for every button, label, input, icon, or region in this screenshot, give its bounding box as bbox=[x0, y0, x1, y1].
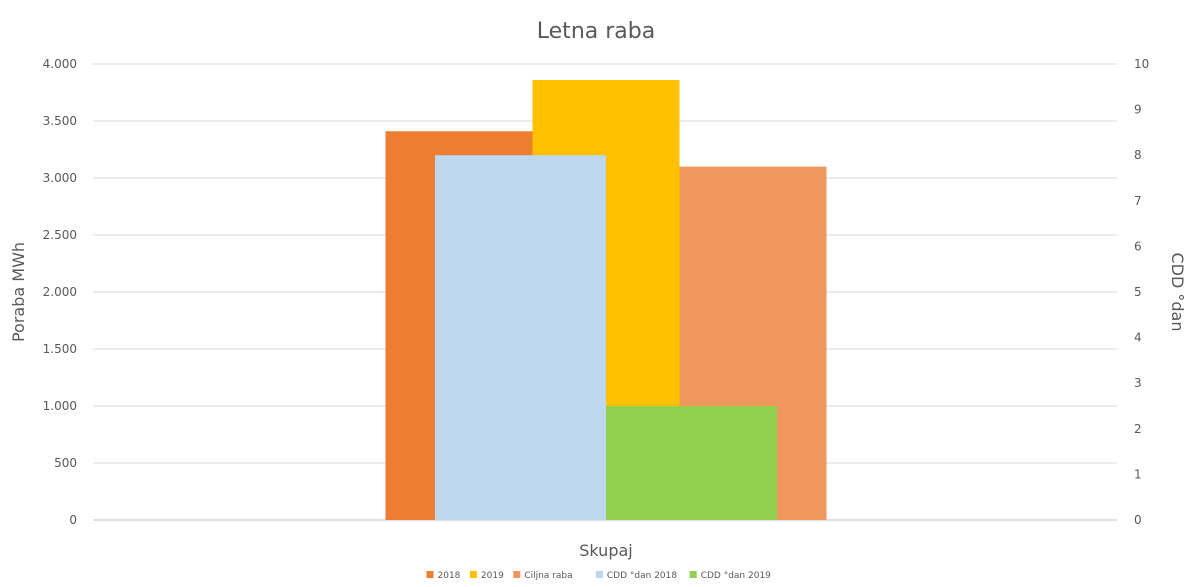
y2-axis-ticks: 0 1 2 3 4 5 6 7 8 9 10 bbox=[1134, 57, 1149, 527]
y-tick-label: 3.000 bbox=[43, 171, 77, 185]
y-tick-label: 500 bbox=[54, 456, 77, 470]
legend-label: 2018 bbox=[438, 571, 461, 581]
y2-tick-label: 10 bbox=[1134, 57, 1149, 71]
y2-tick-label: 6 bbox=[1134, 239, 1142, 253]
y2-tick-label: 8 bbox=[1134, 148, 1142, 162]
y2-tick-label: 3 bbox=[1134, 376, 1142, 390]
y2-tick-label: 0 bbox=[1134, 513, 1142, 527]
legend-label: CDD °dan 2019 bbox=[701, 571, 771, 581]
y-tick-label: 4.000 bbox=[43, 57, 77, 71]
y-axis-ticks: 0 500 1.000 1.500 2.000 2.500 3.000 3.500 4.000 bbox=[43, 57, 77, 527]
y2-tick-label: 7 bbox=[1134, 194, 1142, 208]
legend: 2018 2019 Ciljna raba CDD °dan 2018 CDD °dan… bbox=[426, 571, 771, 581]
y2-tick-label: 5 bbox=[1134, 285, 1142, 299]
bar-cdd-°dan-2019 bbox=[606, 406, 777, 520]
y2-axis-title: CDD °dan bbox=[1168, 253, 1184, 332]
legend-label: 2019 bbox=[481, 571, 504, 581]
legend-swatch bbox=[426, 571, 434, 578]
y2-tick-label: 9 bbox=[1134, 103, 1142, 117]
legend-swatch bbox=[513, 571, 521, 578]
legend-swatch bbox=[595, 571, 603, 578]
legend-label: Ciljna raba bbox=[524, 571, 572, 581]
legend-swatch bbox=[689, 571, 697, 578]
y-tick-label: 2.000 bbox=[43, 285, 77, 299]
y-tick-label: 0 bbox=[69, 513, 77, 527]
x-axis-category-label: Skupaj bbox=[579, 541, 632, 560]
bar-cdd-°dan-2018 bbox=[435, 155, 606, 520]
legend-swatch bbox=[469, 571, 477, 578]
y-tick-label: 1.000 bbox=[43, 399, 77, 413]
y2-tick-label: 4 bbox=[1134, 331, 1142, 345]
y2-tick-label: 1 bbox=[1134, 467, 1142, 481]
y-axis-title: Poraba MWh bbox=[9, 242, 28, 342]
legend-label: CDD °dan 2018 bbox=[607, 571, 677, 581]
chart-title: Letna raba bbox=[537, 19, 655, 44]
secondary-bars bbox=[435, 155, 777, 520]
y-tick-label: 2.500 bbox=[43, 228, 77, 242]
y-tick-label: 3.500 bbox=[43, 114, 77, 128]
y-tick-label: 1.500 bbox=[43, 342, 77, 356]
y2-tick-label: 2 bbox=[1134, 422, 1142, 436]
